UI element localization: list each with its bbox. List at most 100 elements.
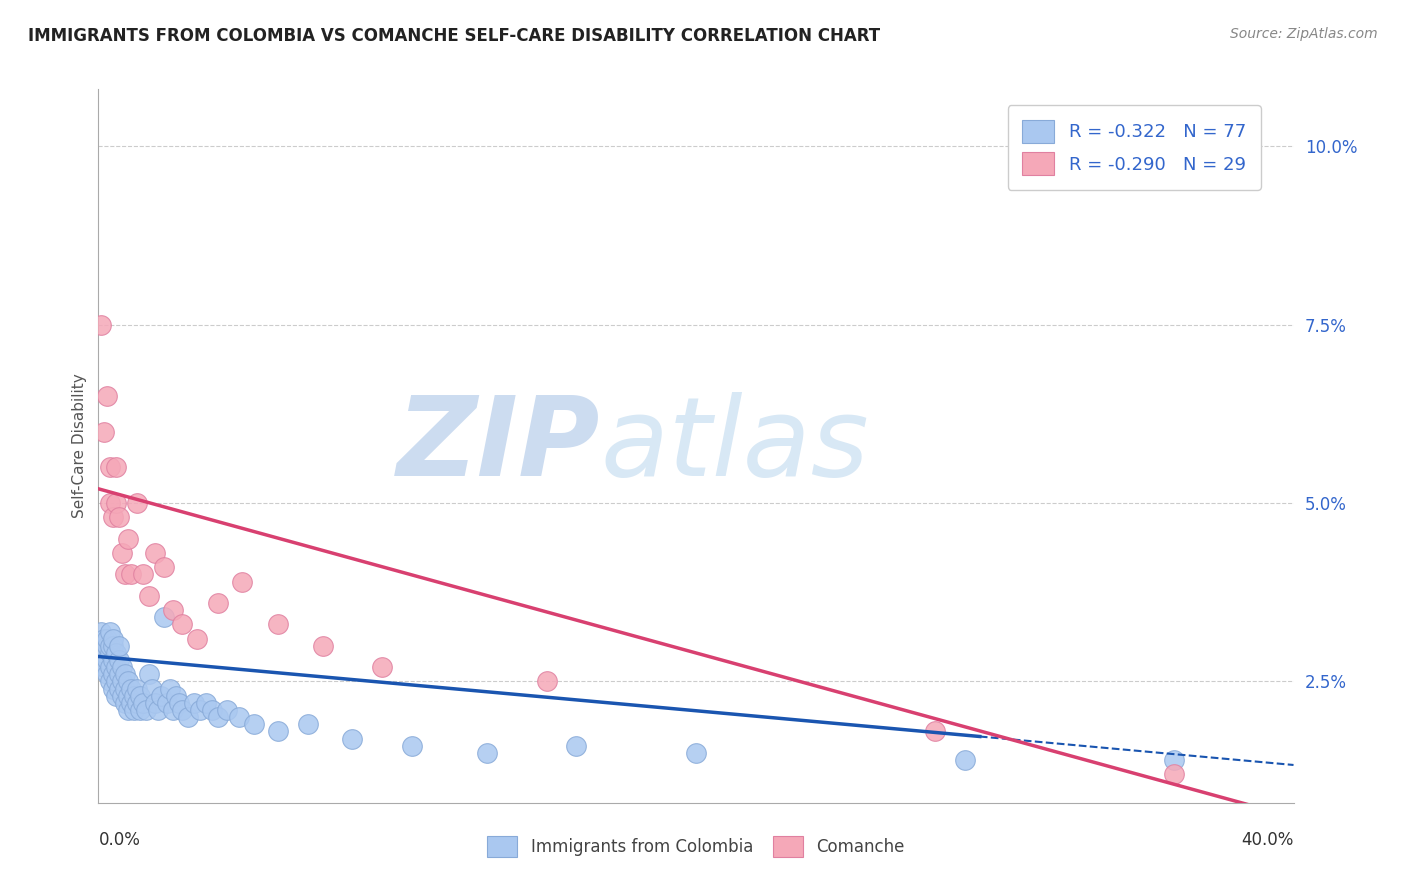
Point bbox=[215, 703, 238, 717]
Point bbox=[96, 653, 118, 667]
Point bbox=[153, 560, 176, 574]
Point bbox=[188, 703, 211, 717]
Text: 40.0%: 40.0% bbox=[1241, 831, 1294, 849]
Point bbox=[129, 689, 152, 703]
Point bbox=[111, 546, 134, 560]
Point bbox=[103, 681, 125, 696]
Point bbox=[105, 646, 128, 660]
Point bbox=[111, 674, 134, 689]
Point bbox=[156, 696, 179, 710]
Text: Source: ZipAtlas.com: Source: ZipAtlas.com bbox=[1230, 27, 1378, 41]
Point bbox=[953, 753, 976, 767]
Point bbox=[143, 696, 166, 710]
Point bbox=[153, 610, 176, 624]
Point bbox=[162, 703, 184, 717]
Point bbox=[103, 653, 125, 667]
Text: IMMIGRANTS FROM COLOMBIA VS COMANCHE SELF-CARE DISABILITY CORRELATION CHART: IMMIGRANTS FROM COLOMBIA VS COMANCHE SEL… bbox=[28, 27, 880, 45]
Point bbox=[201, 703, 224, 717]
Point bbox=[98, 496, 122, 510]
Point bbox=[1163, 767, 1185, 781]
Point bbox=[98, 660, 122, 674]
Point bbox=[207, 710, 229, 724]
Point bbox=[114, 681, 136, 696]
Point bbox=[120, 681, 142, 696]
Text: ZIP: ZIP bbox=[396, 392, 600, 500]
Point bbox=[311, 639, 333, 653]
Point bbox=[98, 646, 122, 660]
Point bbox=[93, 632, 115, 646]
Point bbox=[165, 689, 187, 703]
Point bbox=[105, 496, 128, 510]
Legend: Immigrants from Colombia, Comanche: Immigrants from Colombia, Comanche bbox=[479, 828, 912, 866]
Point bbox=[96, 632, 118, 646]
Point bbox=[129, 703, 152, 717]
Point bbox=[111, 689, 134, 703]
Point bbox=[90, 624, 112, 639]
Point bbox=[207, 596, 229, 610]
Point bbox=[231, 574, 253, 589]
Point bbox=[93, 660, 115, 674]
Point bbox=[172, 703, 194, 717]
Point bbox=[135, 703, 157, 717]
Point bbox=[117, 674, 139, 689]
Point bbox=[120, 696, 142, 710]
Point bbox=[132, 696, 155, 710]
Point bbox=[148, 703, 170, 717]
Point bbox=[1163, 753, 1185, 767]
Point bbox=[132, 567, 155, 582]
Point bbox=[127, 496, 149, 510]
Point bbox=[120, 567, 142, 582]
Point bbox=[103, 510, 125, 524]
Point bbox=[93, 646, 115, 660]
Point bbox=[98, 624, 122, 639]
Point bbox=[138, 589, 160, 603]
Point bbox=[685, 746, 707, 760]
Point bbox=[159, 681, 181, 696]
Point bbox=[297, 717, 319, 731]
Point bbox=[117, 532, 139, 546]
Point bbox=[172, 617, 194, 632]
Text: 0.0%: 0.0% bbox=[98, 831, 141, 849]
Point bbox=[108, 653, 131, 667]
Text: atlas: atlas bbox=[600, 392, 869, 500]
Point bbox=[342, 731, 364, 746]
Point bbox=[243, 717, 266, 731]
Point bbox=[475, 746, 498, 760]
Point bbox=[90, 318, 112, 332]
Point bbox=[194, 696, 218, 710]
Point bbox=[93, 425, 115, 439]
Point bbox=[98, 639, 122, 653]
Point bbox=[108, 667, 131, 681]
Point bbox=[150, 689, 173, 703]
Point bbox=[924, 724, 946, 739]
Point bbox=[108, 681, 131, 696]
Point bbox=[114, 696, 136, 710]
Point bbox=[186, 632, 208, 646]
Point bbox=[108, 639, 131, 653]
Point bbox=[103, 632, 125, 646]
Point bbox=[371, 660, 394, 674]
Point bbox=[114, 667, 136, 681]
Point bbox=[124, 703, 146, 717]
Point bbox=[117, 689, 139, 703]
Point bbox=[183, 696, 205, 710]
Y-axis label: Self-Care Disability: Self-Care Disability bbox=[72, 374, 87, 518]
Point bbox=[141, 681, 163, 696]
Point bbox=[167, 696, 190, 710]
Point bbox=[267, 617, 290, 632]
Point bbox=[228, 710, 250, 724]
Point bbox=[267, 724, 290, 739]
Point bbox=[96, 667, 118, 681]
Point bbox=[565, 739, 588, 753]
Point bbox=[96, 389, 118, 403]
Point bbox=[162, 603, 184, 617]
Point bbox=[90, 653, 112, 667]
Point bbox=[105, 460, 128, 475]
Point bbox=[143, 546, 166, 560]
Point bbox=[127, 681, 149, 696]
Point bbox=[111, 660, 134, 674]
Point bbox=[105, 689, 128, 703]
Point bbox=[105, 660, 128, 674]
Point bbox=[105, 674, 128, 689]
Point bbox=[96, 639, 118, 653]
